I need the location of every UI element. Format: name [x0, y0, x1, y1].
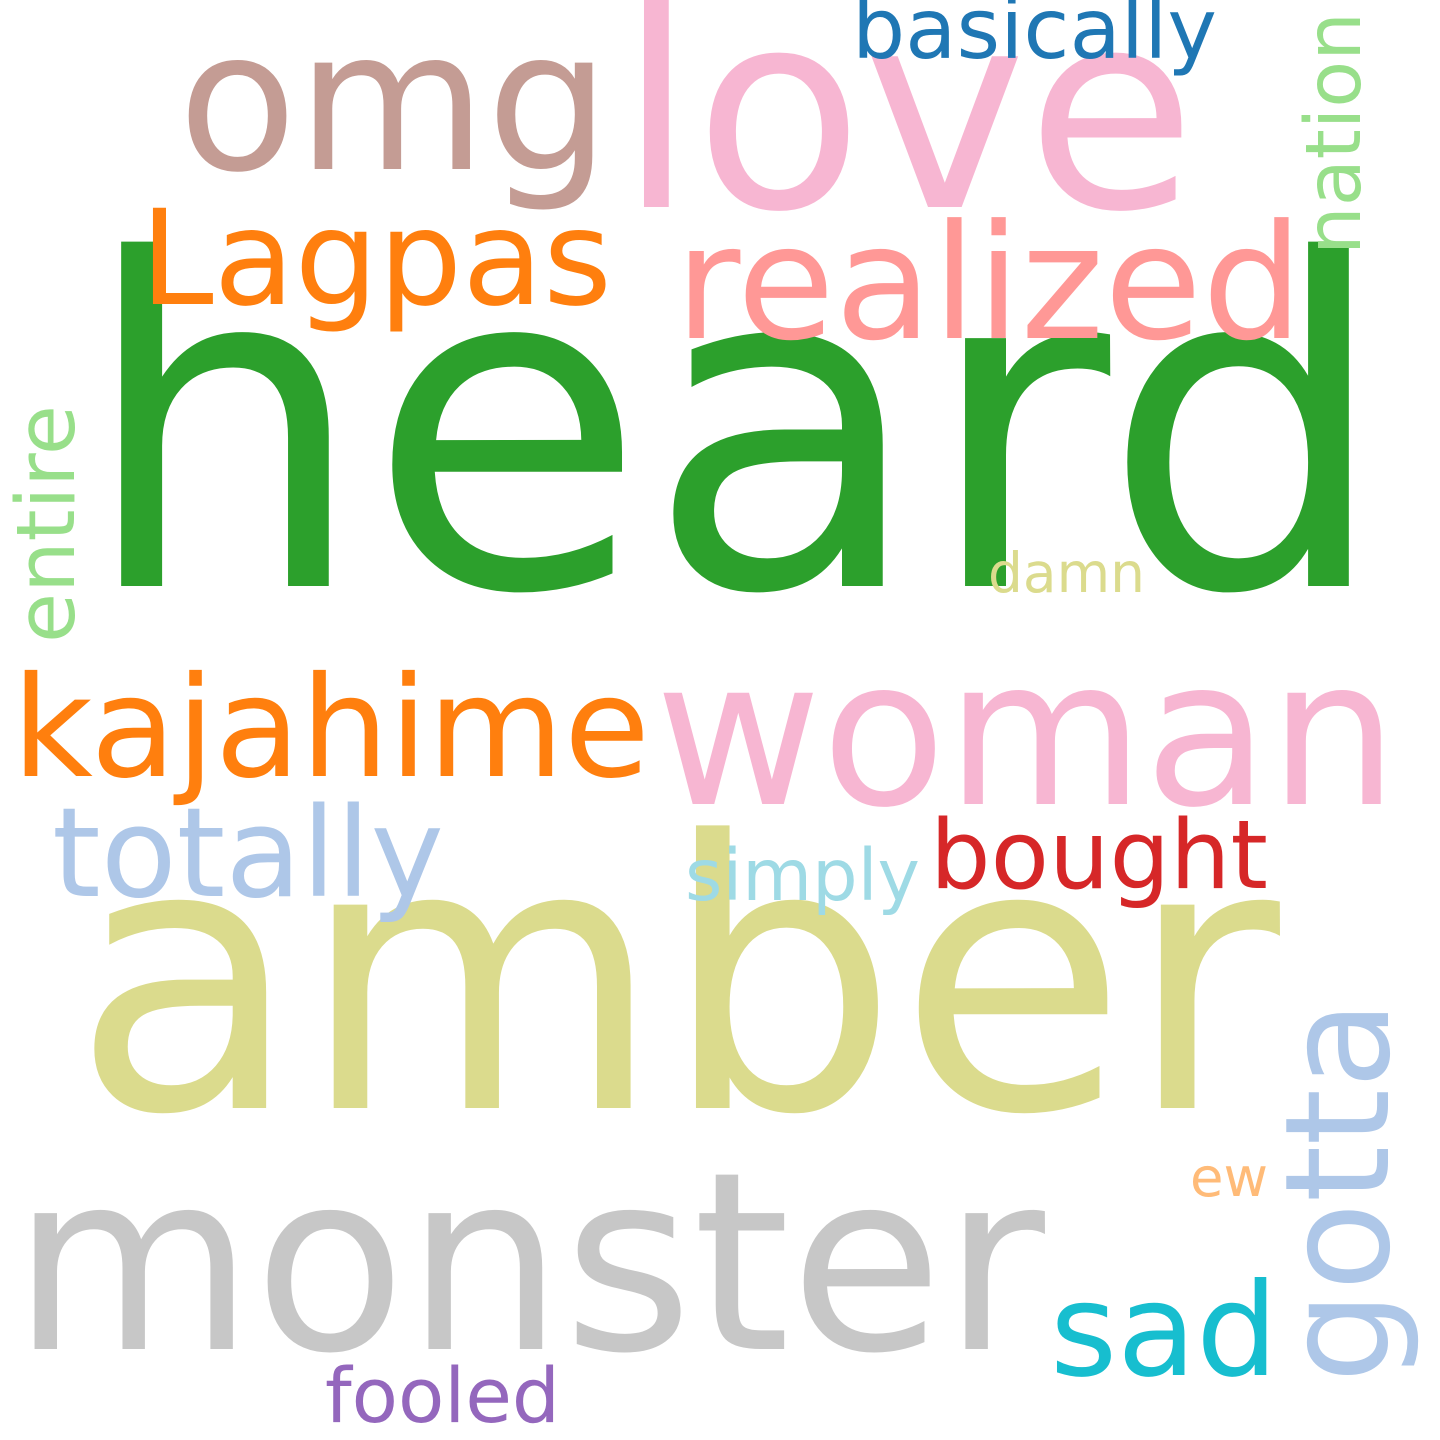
word-monster: monster — [12, 1117, 1045, 1408]
word-love: love — [618, 0, 1196, 274]
word-nation: nation — [1289, 12, 1379, 255]
word-totally: totally — [52, 782, 444, 927]
word-omg: omg — [178, 0, 610, 215]
word-bought: bought — [930, 798, 1268, 911]
word-damn: damn — [988, 541, 1145, 606]
word-lagpas: Lagpas — [140, 182, 612, 337]
word-amber: amber — [72, 763, 1280, 1197]
word-heard: heard — [80, 165, 1390, 694]
word-entire: entire — [0, 405, 95, 643]
word-fooled: fooled — [325, 1352, 560, 1440]
word-ew: ew — [1190, 1145, 1268, 1210]
word-simply: simply — [685, 833, 920, 918]
word-sad: sad — [1050, 1255, 1278, 1406]
word-gotta: gotta — [1254, 1000, 1423, 1383]
word-realized: realized — [675, 190, 1304, 376]
word-basically: basically — [852, 0, 1217, 79]
word-kajahime: kajahime — [12, 646, 650, 810]
word-woman: woman — [655, 616, 1398, 854]
